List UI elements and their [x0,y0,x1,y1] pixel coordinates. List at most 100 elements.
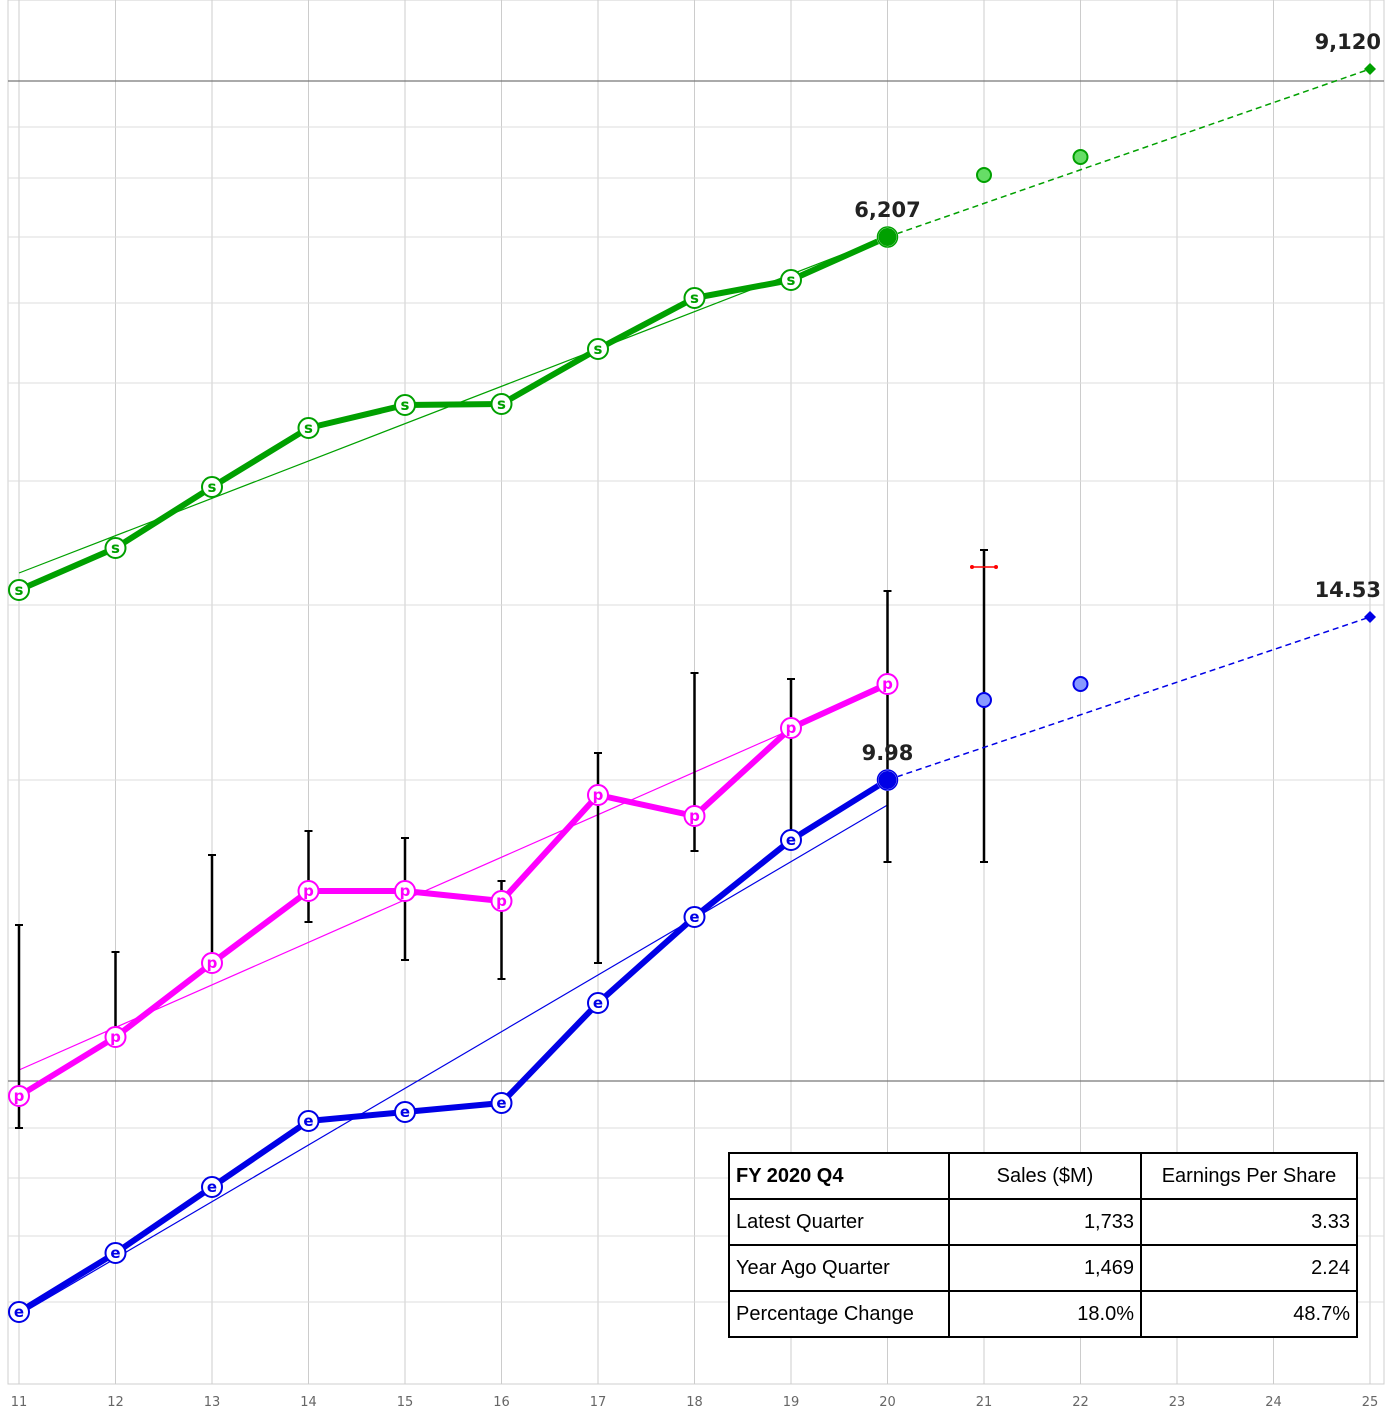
projection-label: 9,120 [1315,30,1381,54]
series-marker-letter: p [207,954,218,972]
x-tick-label: 18 [686,1395,703,1410]
row-eps: 2.24 [1140,1244,1358,1292]
series-marker-letter: p [303,882,314,900]
trend-line [18,686,888,1071]
x-tick-label: 23 [1169,1395,1186,1410]
x-tick-label: 13 [204,1395,221,1410]
series-marker-letter: e [303,1112,313,1130]
table-header-period: FY 2020 Q4 [728,1152,950,1200]
series-marker-letter: s [15,581,24,599]
x-tick-label: 17 [590,1395,607,1410]
table-row: Year Ago Quarter 1,469 2.24 [728,1244,1358,1292]
x-tick-label: 25 [1362,1395,1379,1410]
series-marker-letter: p [593,786,604,804]
x-tick-label: 12 [107,1395,124,1410]
series-marker-letter: e [689,908,699,926]
series-marker [297,417,320,439]
series-marker-letter: s [497,395,506,413]
series-marker [780,829,802,851]
series-marker [8,1085,30,1107]
last-value-ring [876,769,899,791]
series-marker-letter: e [110,1244,120,1262]
row-sales: 1,469 [948,1244,1142,1292]
x-tick-label: 24 [1265,1395,1282,1410]
series-marker-letter: e [14,1303,24,1321]
value-labels: 9,120 14.53 6,207 9.98 [854,30,1381,765]
last-value-label: 9.98 [862,741,914,765]
series-marker-letter: e [786,831,796,849]
series-marker-letter: p [14,1087,25,1105]
series-marker-letter: e [400,1103,410,1121]
row-eps: 3.33 [1140,1198,1358,1246]
estimate-point [976,167,992,183]
x-tick-label: 16 [493,1395,510,1410]
series-marker-letter: s [594,340,603,358]
projection-line [887,616,1371,781]
series-marker [8,1301,30,1323]
series-marker-letter: p [786,719,797,737]
series-marker-letter: p [400,882,411,900]
series-marker [297,880,320,902]
x-tick-label: 11 [11,1395,28,1410]
series-marker [394,1101,416,1123]
series-marker-letter: s [690,289,699,307]
row-sales: 1,733 [948,1198,1142,1246]
table-header-eps: Earnings Per Share [1140,1152,1358,1200]
x-tick-label: 20 [879,1395,896,1410]
range-bars [15,549,998,1129]
projection-diamond [1364,611,1376,623]
projection-lines [887,63,1376,781]
series-marker-letter: s [787,271,796,289]
x-tick-label: 21 [976,1395,993,1410]
series-marker [780,717,802,739]
series-markers: s s s s s s s s s p p p p p p p p p p e e e e e e e e e [8,149,1089,1323]
x-tick-label: 19 [783,1395,800,1410]
series-marker [490,890,513,912]
series-marker-letter: s [304,419,313,437]
series-marker [8,579,30,601]
series-marker [876,673,899,695]
series-marker [201,1176,223,1198]
series-marker-letter: e [496,1094,506,1112]
x-axis-ticks: 11 12 13 14 15 16 17 18 19 20 21 22 23 24 25 [11,1395,1379,1410]
series-marker [104,1242,127,1264]
table-header-row: FY 2020 Q4 Sales ($M) Earnings Per Share [728,1152,1358,1200]
last-value-label: 6,207 [854,198,920,222]
series-marker [683,805,706,827]
plot-frame [7,0,1385,1385]
series-marker-letter: e [593,994,603,1012]
series-marker-letter: e [207,1178,217,1196]
series-marker [394,880,416,902]
red-marker-dot [970,565,974,569]
estimate-point [1072,149,1089,165]
projection-line [887,68,1371,238]
series-marker [587,338,609,360]
series-marker [780,269,802,291]
projection-diamond [1364,63,1376,75]
x-tick-label: 14 [300,1395,317,1410]
row-eps: 48.7% [1140,1290,1358,1338]
row-sales: 18.0% [948,1290,1142,1338]
series-marker [587,992,609,1014]
series-marker [104,537,127,559]
series-marker [201,952,223,974]
series-line [16,777,891,1315]
series-line [16,681,891,1099]
projection-label: 14.53 [1315,578,1381,602]
estimate-point [976,692,992,708]
row-label: Latest Quarter [728,1198,950,1246]
series-line [16,234,891,593]
table-row: Percentage Change 18.0% 48.7% [728,1290,1358,1338]
series-marker [490,1092,513,1114]
series-marker-letter: s [111,539,120,557]
series-marker [201,476,223,498]
row-label: Year Ago Quarter [728,1244,950,1292]
series-marker [683,287,706,309]
series-marker [297,1110,320,1132]
series-marker [683,906,706,928]
trend-line [18,804,888,1316]
series-marker [104,1026,127,1048]
series-marker [587,784,609,806]
last-value-ring [876,226,899,248]
series-lines [16,234,891,1315]
